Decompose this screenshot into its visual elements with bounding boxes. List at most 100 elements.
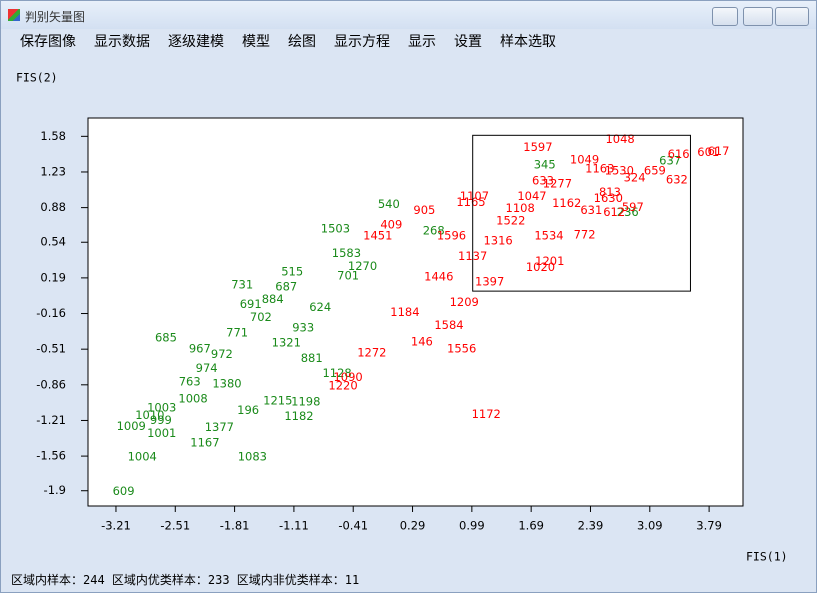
point-label: 1377 [205, 420, 234, 434]
menu-item[interactable]: 显示方程 [334, 34, 390, 50]
title-bar: 判别矢量图 [1, 1, 816, 29]
status-text: 区域内样本：244 区域内优类样本：233 区域内非优类样本：11 [11, 573, 360, 587]
point-label: 1316 [483, 234, 512, 248]
y-tick-label: 1.23 [40, 164, 66, 178]
point-label: 1503 [321, 222, 350, 236]
point-label: 609 [113, 484, 135, 498]
selection-region [472, 134, 691, 292]
point-label: 1556 [447, 342, 476, 356]
point-label: 1583 [332, 246, 361, 260]
y-tick-label: -1.21 [36, 413, 66, 427]
point-label: 1107 [460, 189, 489, 203]
y-tick-label: -1.56 [36, 449, 66, 463]
menu-item[interactable]: 显示数据 [94, 34, 150, 50]
point-label: 612 [603, 205, 625, 219]
point-label: 1446 [424, 269, 453, 283]
y-tick-label: 0.54 [40, 235, 66, 249]
x-tick-label: -3.21 [101, 519, 131, 533]
point-label: 1172 [472, 407, 501, 421]
point-label: 1184 [390, 305, 419, 319]
point-label: 540 [378, 197, 400, 211]
x-tick-label: -1.11 [279, 519, 309, 533]
menu-item[interactable]: 模型 [242, 34, 270, 50]
point-label: 813 [599, 185, 621, 199]
point-label: 731 [231, 278, 253, 292]
point-label: 1270 [348, 259, 377, 273]
point-label: 1009 [117, 419, 146, 433]
app-icon [8, 9, 20, 21]
point-label: 1380 [212, 376, 241, 390]
point-label: 631 [580, 203, 602, 217]
y-tick-label: 0.88 [40, 200, 66, 214]
point-label: 1048 [605, 132, 634, 146]
menu-item[interactable]: 保存图像 [20, 34, 76, 50]
point-label: 771 [226, 325, 248, 339]
point-label: 1020 [526, 260, 555, 274]
point-label: 1128 [322, 366, 351, 380]
point-label: 933 [292, 320, 314, 334]
point-label: 1167 [190, 435, 219, 449]
point-label: 999 [150, 413, 172, 427]
point-label: 881 [301, 351, 323, 365]
point-label: 1083 [238, 450, 267, 464]
point-label: 772 [574, 228, 596, 242]
minimize-button[interactable] [712, 7, 738, 26]
point-label: 637 [659, 153, 681, 167]
y-tick-label: 1.58 [40, 129, 66, 143]
point-label: 1597 [523, 140, 552, 154]
point-label: 601 [697, 145, 719, 159]
point-label: 345 [534, 157, 556, 171]
point-label: 409 [380, 217, 402, 231]
point-label: 967 [189, 342, 211, 356]
menu-bar: 保存图像 显示数据 逐级建模 模型 绘图 显示方程 显示 设置 样本选取 [11, 31, 565, 51]
point-label: 633 [532, 174, 554, 188]
point-label: 687 [275, 280, 297, 294]
menu-item[interactable]: 样本选取 [500, 34, 556, 50]
point-label: 1397 [475, 274, 504, 288]
point-label: 1630 [594, 191, 623, 205]
point-label: 1209 [450, 295, 479, 309]
maximize-button[interactable] [743, 7, 773, 26]
x-tick-label: 2.39 [578, 519, 604, 533]
menu-item[interactable]: 设置 [454, 34, 482, 50]
point-label: 146 [411, 335, 433, 349]
close-button[interactable] [775, 7, 809, 26]
plot-area [87, 117, 744, 507]
y-tick-label: -0.16 [36, 306, 66, 320]
point-label: 1047 [517, 189, 546, 203]
point-label: 268 [423, 224, 445, 238]
point-label: 1165 [456, 195, 485, 209]
point-label: 617 [707, 144, 729, 158]
y-tick-label: -0.51 [36, 342, 66, 356]
point-label: 1215 [263, 394, 292, 408]
point-label: 1534 [534, 229, 563, 243]
menu-item[interactable]: 绘图 [288, 34, 316, 50]
point-label: 1003 [147, 401, 176, 415]
point-label: 196 [237, 403, 259, 417]
point-label: 884 [262, 292, 284, 306]
point-label: 632 [666, 173, 688, 187]
point-label: 659 [644, 163, 666, 177]
point-label: 1001 [147, 426, 176, 440]
point-label: 1584 [434, 318, 463, 332]
point-label: 1596 [437, 229, 466, 243]
point-label: 691 [240, 297, 262, 311]
y-tick-label: -1.9 [44, 483, 66, 497]
point-label: 597 [622, 200, 644, 214]
point-label: 701 [337, 268, 359, 282]
point-label: 763 [179, 374, 201, 388]
menu-item[interactable]: 显示 [408, 34, 436, 50]
point-label: 1198 [291, 395, 320, 409]
menu-item[interactable]: 逐级建模 [168, 34, 224, 50]
point-label: 685 [155, 330, 177, 344]
point-label: 1530 [605, 163, 634, 177]
x-tick-label: 0.99 [459, 519, 485, 533]
x-tick-label: 0.29 [400, 519, 426, 533]
point-label: 324 [624, 171, 646, 185]
x-tick-label: -1.81 [220, 519, 250, 533]
point-label: 1277 [543, 177, 572, 191]
point-label: 1049 [570, 152, 599, 166]
y-tick-label: -0.86 [36, 377, 66, 391]
point-label: 1201 [535, 254, 564, 268]
point-label: 1272 [357, 346, 386, 360]
